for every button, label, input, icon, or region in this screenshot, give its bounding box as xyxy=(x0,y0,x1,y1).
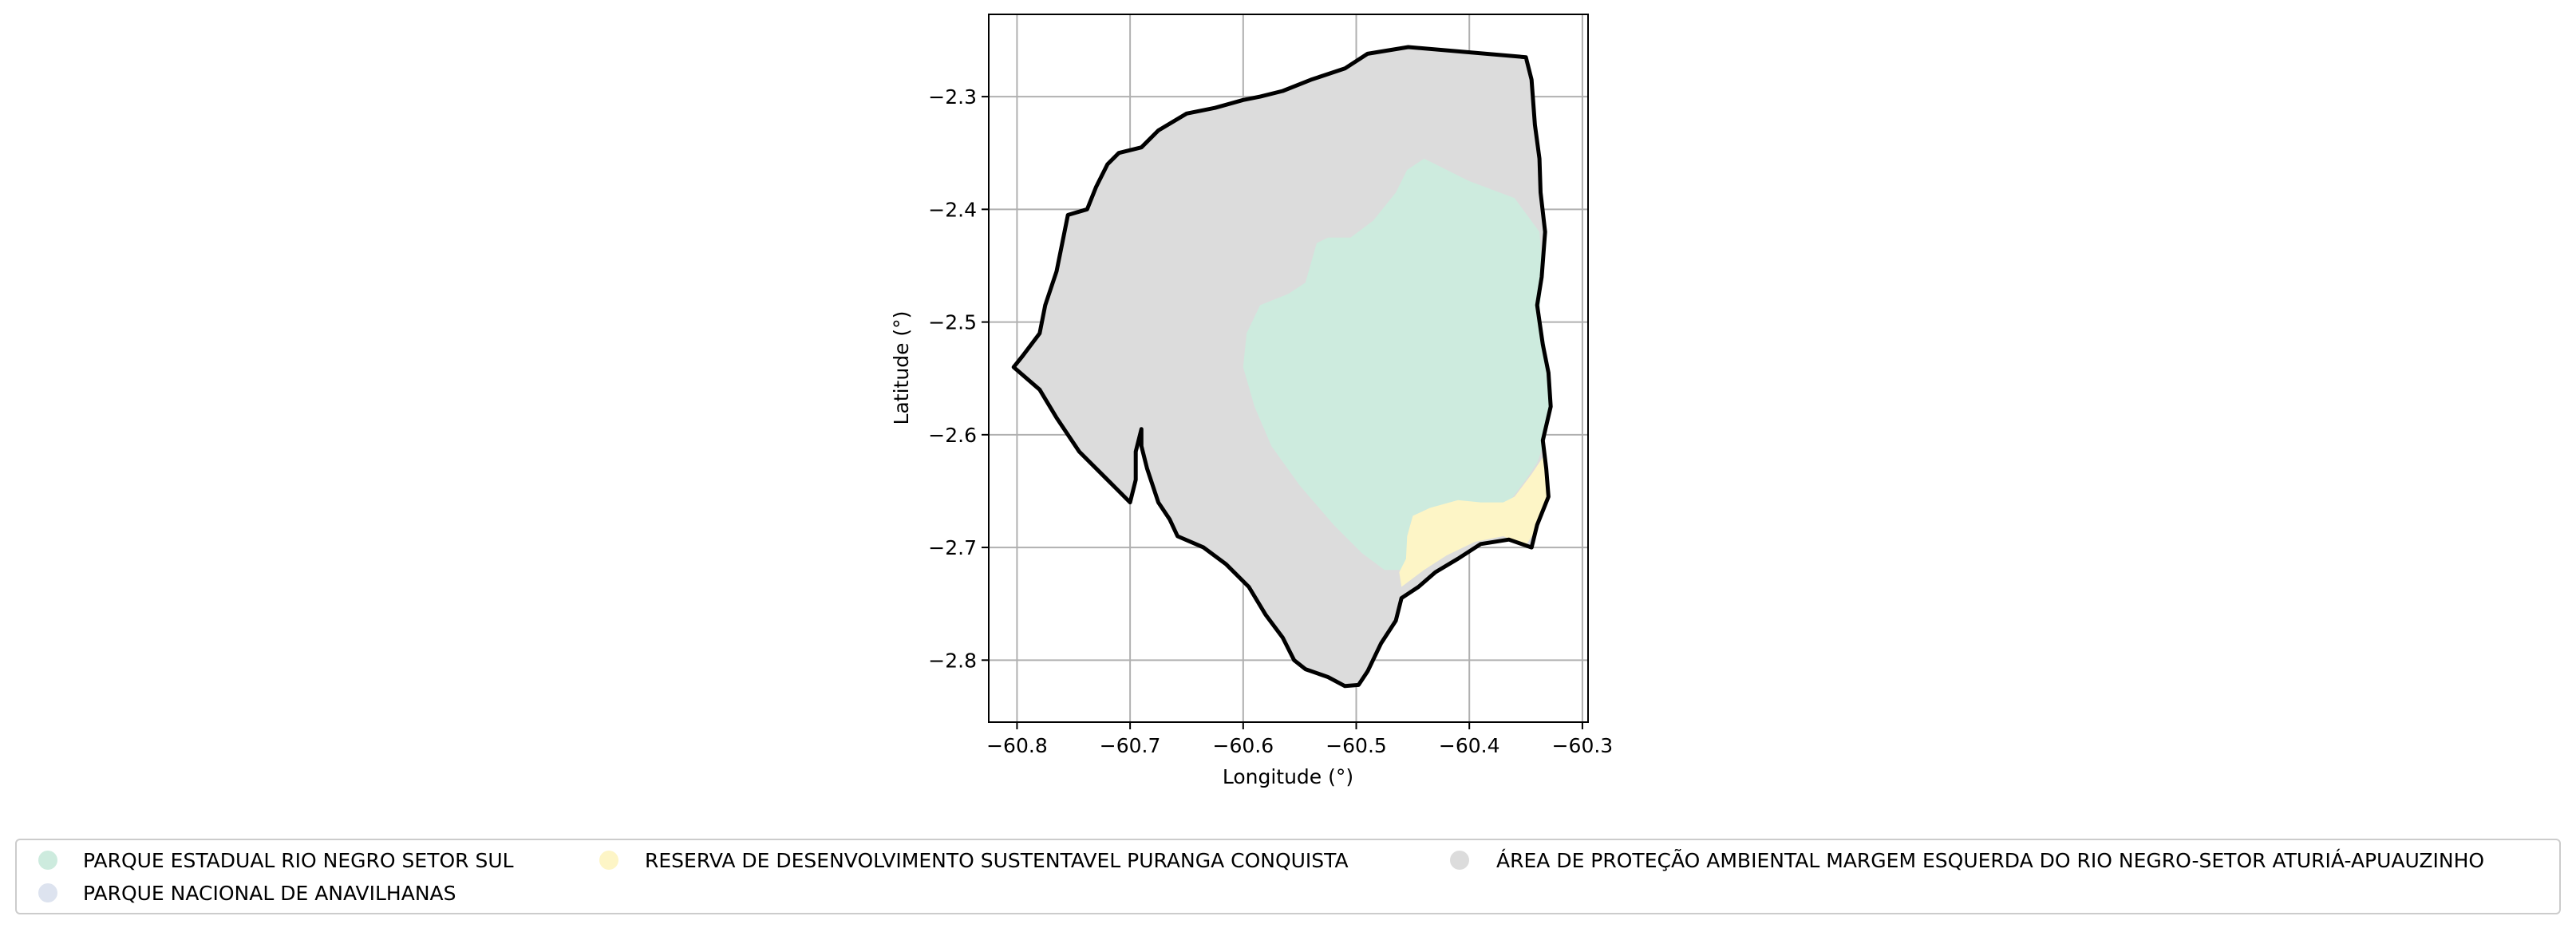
y-tick-label-5: −2.8 xyxy=(928,649,977,672)
y-axis-title: Latitude (°) xyxy=(890,311,913,425)
x-tick-label-2: −60.6 xyxy=(1213,734,1274,757)
legend-label-parque-nacional: PARQUE NACIONAL DE ANAVILHANAS xyxy=(83,882,456,905)
y-tick-label-4: −2.7 xyxy=(928,536,977,559)
legend: PARQUE ESTADUAL RIO NEGRO SETOR SUL RESE… xyxy=(15,839,2561,914)
legend-label-parque-estadual: PARQUE ESTADUAL RIO NEGRO SETOR SUL xyxy=(83,849,514,872)
boundary-line xyxy=(1011,45,1553,689)
y-tick-label-1: −2.4 xyxy=(928,198,977,221)
x-tick-label-4: −60.4 xyxy=(1439,734,1500,757)
legend-marker-parque-estadual xyxy=(38,851,57,870)
axes-frame xyxy=(988,14,1589,723)
legend-frame xyxy=(15,839,2561,914)
y-tick-label-3: −2.6 xyxy=(928,424,977,447)
x-tick-label-5: −60.3 xyxy=(1552,734,1614,757)
boundary-outline xyxy=(1011,45,1553,689)
legend-marker-parque-nacional xyxy=(38,883,57,902)
legend-label-reserva-puranga: RESERVA DE DESENVOLVIMENTO SUSTENTAVEL P… xyxy=(645,849,1349,872)
y-axis-ticks: −2.3 −2.4 −2.5 −2.6 −2.7 −2.8 xyxy=(928,85,989,672)
legend-marker-area-protecao xyxy=(1450,851,1469,870)
x-tick-label-3: −60.5 xyxy=(1326,734,1387,757)
legend-label-area-protecao: ÁREA DE PROTEÇÃO AMBIENTAL MARGEM ESQUER… xyxy=(1496,848,2484,872)
y-tick-label-0: −2.3 xyxy=(928,85,977,109)
parque-estadual-region xyxy=(1243,158,1551,571)
plot-area xyxy=(988,14,1589,723)
x-tick-label-0: −60.8 xyxy=(986,734,1048,757)
x-tick-label-1: −60.7 xyxy=(1100,734,1161,757)
x-axis-ticks: −60.8 −60.7 −60.6 −60.5 −60.4 −60.3 xyxy=(986,722,1613,757)
protected-area-regions xyxy=(1013,47,1551,686)
legend-marker-reserva-puranga xyxy=(599,851,618,870)
y-tick-label-2: −2.5 xyxy=(928,311,977,334)
reserva-puranga-region xyxy=(1399,457,1549,587)
x-axis-title: Longitude (°) xyxy=(1223,765,1353,788)
